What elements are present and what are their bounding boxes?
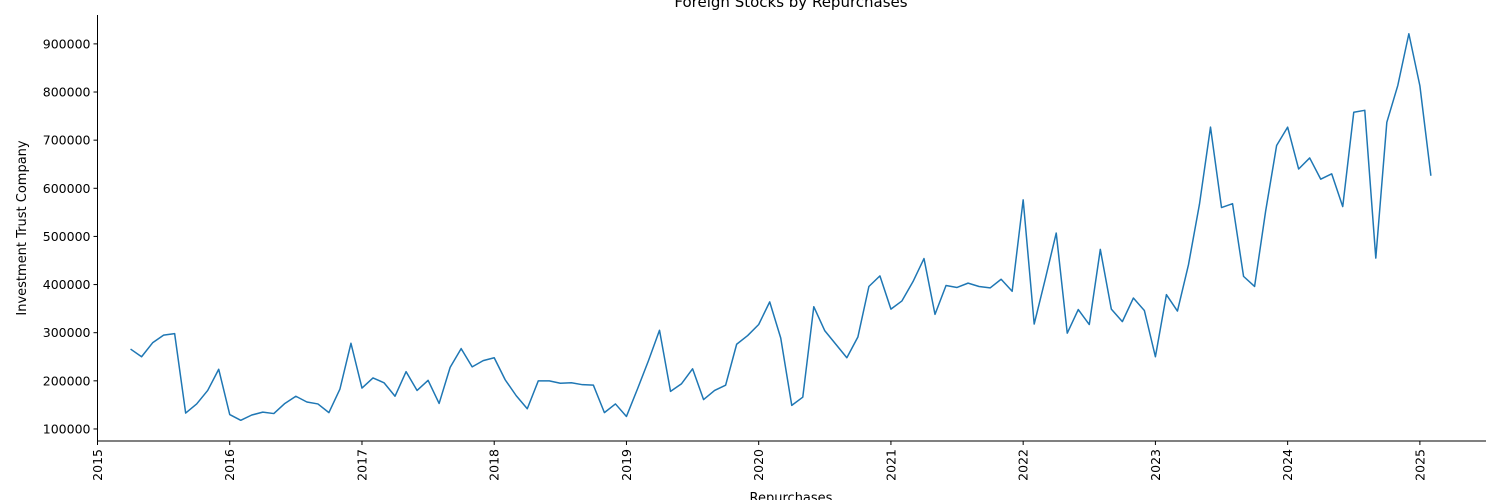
x-tick-label: 2017 [354, 449, 369, 481]
y-tick-label: 900000 [43, 36, 91, 51]
y-tick-label: 600000 [43, 181, 91, 196]
x-tick-label: 2025 [1412, 449, 1427, 481]
chart-title: Foreign Stocks by Repurchases [674, 0, 907, 11]
y-tick-label: 700000 [43, 133, 91, 148]
y-axis-title: Investment Trust Company [15, 140, 30, 316]
x-axis-ticks: 2015 2016 2017 2018 2019 2020 2021 2022 2023 2024… [90, 441, 1427, 481]
x-tick-label: 2024 [1280, 449, 1295, 481]
y-tick-label: 100000 [43, 421, 91, 436]
series-line-0 [130, 33, 1432, 422]
x-tick-label: 2015 [90, 449, 105, 481]
y-axis-ticks: 100000 200000 300000 400000 500000 600000 7000… [43, 36, 98, 436]
x-axis-title: Repurchases [750, 491, 833, 500]
y-tick-label: 200000 [43, 373, 91, 388]
plot-area [130, 33, 1432, 422]
x-tick-label: 2023 [1148, 449, 1163, 481]
y-tick-label: 500000 [43, 229, 91, 244]
x-tick-label: 2016 [222, 449, 237, 481]
y-tick-label: 400000 [43, 277, 91, 292]
x-tick-label: 2020 [751, 449, 766, 481]
y-tick-label: 300000 [43, 325, 91, 340]
y-tick-label: 800000 [43, 85, 91, 100]
x-tick-label: 2022 [1016, 449, 1031, 481]
x-tick-label: 2018 [487, 449, 502, 481]
x-tick-label: 2021 [883, 449, 898, 481]
x-tick-label: 2019 [619, 449, 634, 481]
